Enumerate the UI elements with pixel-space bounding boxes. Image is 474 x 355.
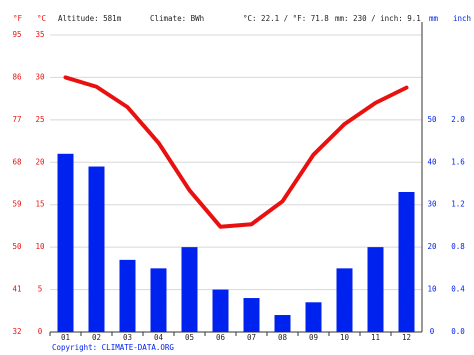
inch-tick-label: 1.6 [451, 157, 465, 166]
x-tick-label: 08 [278, 333, 288, 342]
precip-bar [336, 268, 353, 332]
x-tick-label: 01 [61, 333, 70, 342]
x-tick-label: 11 [371, 333, 380, 342]
f-tick-label: 77 [12, 115, 21, 124]
precip-bar [212, 289, 229, 332]
f-tick-label: 32 [12, 327, 21, 336]
precip-bar [88, 166, 105, 332]
precip-bar [243, 298, 260, 332]
temp-line [63, 75, 409, 229]
climate: Climate: BWh [150, 14, 204, 23]
c-tick-label: 20 [35, 157, 45, 166]
x-tick-label: 04 [154, 333, 164, 342]
f-tick-label: 95 [12, 30, 21, 39]
c-tick-label: 35 [35, 30, 44, 39]
c-tick-label: 0 [38, 327, 43, 336]
altitude: Altitude: 581m [58, 14, 122, 23]
mm-tick-label: 10 [427, 285, 437, 294]
mm-unit: mm [429, 14, 439, 23]
x-tick-label: 05 [185, 333, 194, 342]
precip-bar [305, 302, 322, 332]
inch-tick-label: 0.8 [451, 242, 465, 251]
x-tick-label: 03 [123, 333, 132, 342]
mm-tick-label: 40 [427, 157, 437, 166]
copyright: Copyright: CLIMATE-DATA.ORG [52, 343, 174, 352]
c-unit: °C [37, 14, 46, 23]
c-tick-label: 5 [38, 285, 43, 294]
inch-tick-label: 1.2 [451, 200, 465, 209]
precip-bar [274, 315, 291, 332]
f-tick-label: 59 [12, 200, 21, 209]
inch-tick-label: 0.0 [451, 327, 465, 336]
precip-bar [398, 191, 415, 332]
x-tick-label: 10 [340, 333, 350, 342]
f-tick-label: 68 [12, 157, 22, 166]
f-tick-label: 86 [12, 72, 22, 81]
c-tick-label: 15 [35, 200, 44, 209]
mm-tick-label: 0 [430, 327, 435, 336]
inch-unit: inch [453, 14, 471, 23]
precip-bar [367, 247, 384, 332]
mm-tick-label: 30 [427, 200, 437, 209]
x-tick-label: 06 [216, 333, 226, 342]
temp-average: °C: 22.1 / °F: 71.8 [243, 14, 329, 23]
x-tick-label: 02 [92, 333, 101, 342]
precip-bar [57, 153, 74, 332]
x-tick-label: 09 [309, 333, 318, 342]
precip-bar [181, 247, 198, 332]
f-unit: °F [13, 14, 23, 23]
precip-bar [150, 268, 167, 332]
mm-tick-label: 20 [427, 242, 437, 251]
precip-bar [119, 259, 136, 332]
inch-tick-label: 0.4 [451, 285, 465, 294]
mm-tick-label: 50 [427, 115, 437, 124]
precip-total: mm: 230 / inch: 9.1 [335, 14, 421, 23]
c-tick-label: 10 [35, 242, 45, 251]
x-tick-label: 12 [402, 333, 411, 342]
f-tick-label: 41 [12, 285, 21, 294]
c-tick-label: 25 [35, 115, 44, 124]
inch-tick-label: 2.0 [451, 115, 465, 124]
f-tick-label: 50 [12, 242, 22, 251]
x-tick-label: 07 [247, 333, 256, 342]
c-tick-label: 30 [35, 72, 45, 81]
